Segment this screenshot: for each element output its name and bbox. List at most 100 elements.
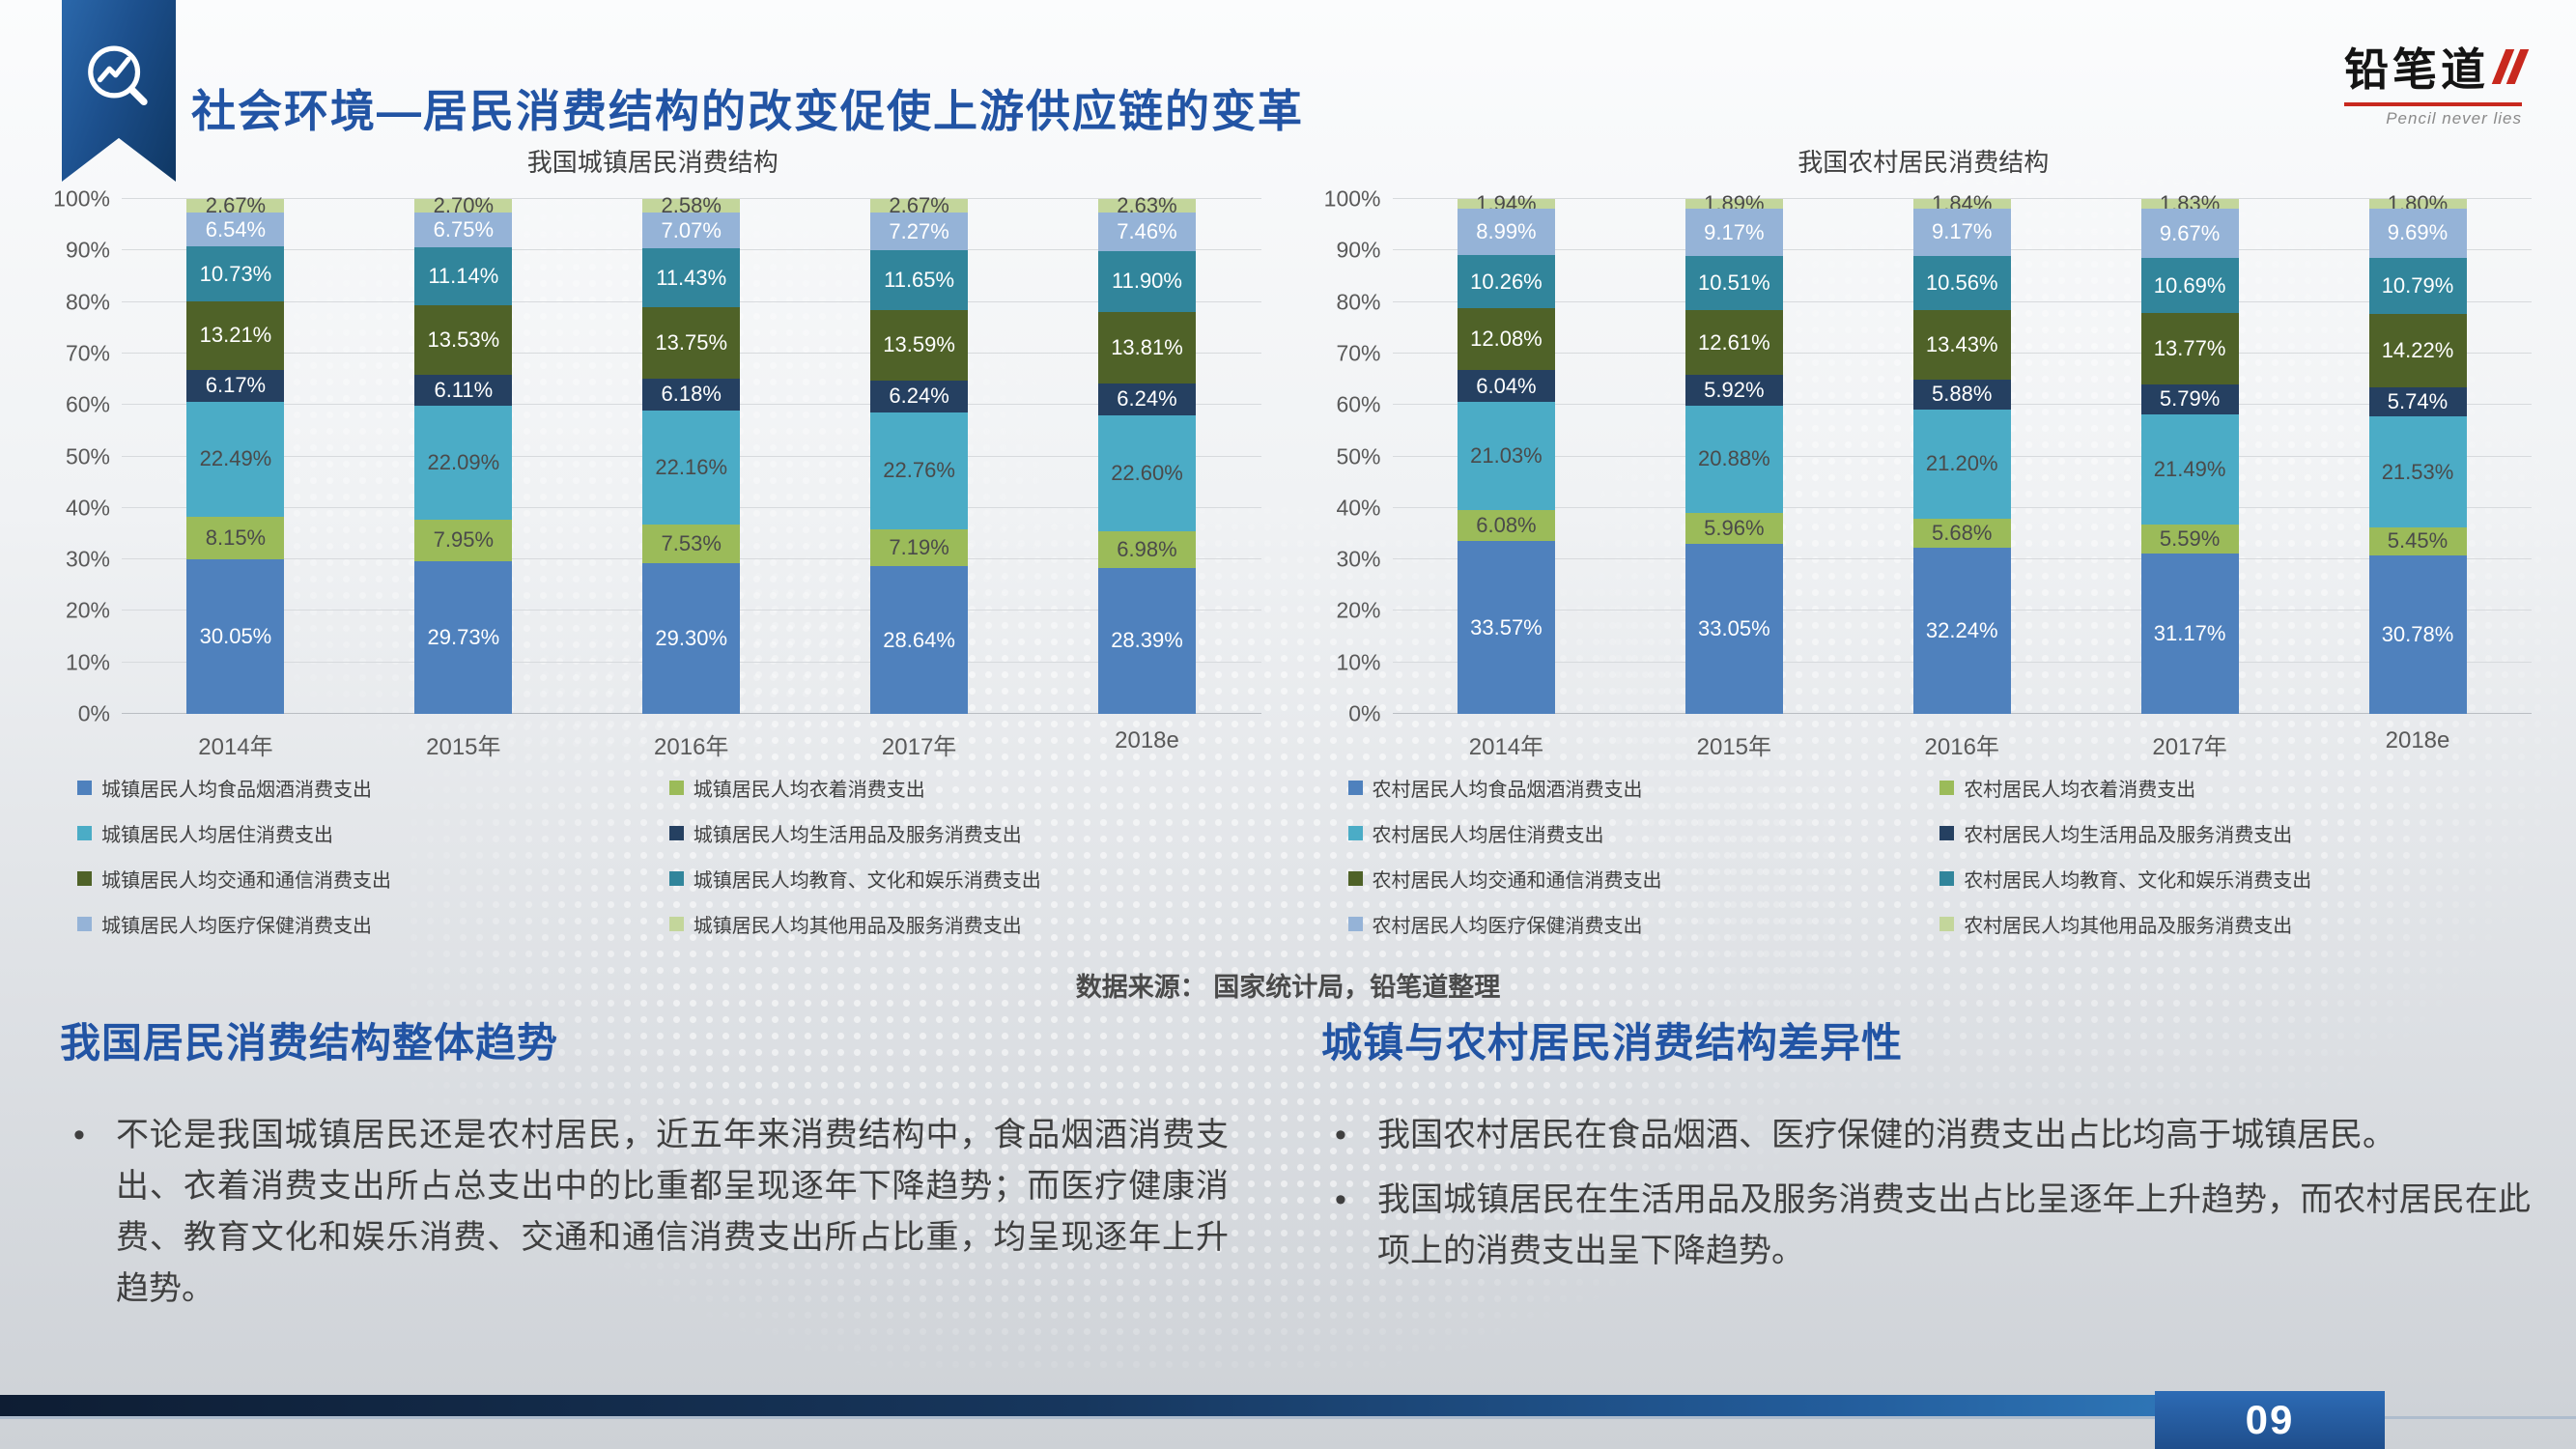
x-axis-label: 2016年: [654, 734, 729, 760]
page-number: 09: [2155, 1391, 2385, 1449]
bar-segment: 32.24%: [1912, 548, 2011, 714]
bar-segment: 28.64%: [870, 566, 969, 714]
section-heading: 我国居民消费结构整体趋势: [60, 1020, 559, 1065]
x-axis-label: 2015年: [426, 734, 501, 760]
legend-swatch: [77, 871, 92, 886]
bar-segment: 6.54%: [186, 213, 285, 247]
bar-segment: 6.24%: [1098, 383, 1196, 416]
legend-swatch: [668, 781, 684, 795]
plot: 30.05% 8.15% 22.49% 6.17% 13.21% 10.73% 6.54% 2…: [122, 194, 1261, 760]
legend-swatch: [1347, 781, 1363, 795]
bar-segment: 1.80%: [2368, 193, 2467, 213]
gridline: [1392, 198, 2532, 199]
legend-label: 城镇居民人均交通和通信消费支出: [101, 870, 391, 892]
y-tick-label: 30%: [1336, 546, 1381, 572]
bar-segment: 9.17%: [1912, 208, 2011, 256]
bar-column: 28.39% 6.98% 22.60% 6.24% 13.81% 11.90% 7.46% 2…: [1098, 195, 1196, 753]
legend-item: 农村居民人均食品烟酒消费支出: [1347, 774, 1933, 802]
y-tick-label: 0%: [1348, 700, 1381, 726]
y-tick-label: 80%: [65, 289, 110, 315]
legend-item: 城镇居民人均交通和通信消费支出: [77, 865, 662, 893]
bar-segment: 22.16%: [642, 410, 741, 525]
footer-underline: [0, 1416, 2576, 1419]
bar-segment: 6.18%: [642, 378, 741, 411]
legend-item: 农村居民人均居住消费支出: [1347, 819, 1933, 847]
bar-segment: 5.45%: [2368, 526, 2467, 555]
brand-stripes-icon: [2491, 49, 2530, 84]
legend-swatch: [77, 826, 92, 840]
bar-segment: 8.15%: [186, 517, 285, 559]
bullet-item: 我国城镇居民在生活用品及服务消费支出占比呈逐年上升趋势，而农村居民在此项上的消费…: [1321, 1175, 2531, 1277]
bar-segment: 2.63%: [1098, 195, 1196, 216]
bar-segment: 11.65%: [870, 249, 969, 311]
bar-segment: 10.51%: [1684, 256, 1783, 311]
bar-segment: 31.17%: [2140, 553, 2239, 714]
chart-rural-consumption: 我国农村居民消费结构 0% 10% 20% 30% 40% 50% 60% 70% 80% 90%…: [1316, 145, 2532, 938]
x-axis-label: 2017年: [881, 734, 957, 760]
y-axis: 0% 10% 20% 30% 40% 50% 60% 70% 80% 90% 100%: [44, 187, 122, 724]
bar-segment: 30.05%: [186, 558, 285, 714]
bar-segment: 12.61%: [1684, 310, 1783, 376]
section-overall-trend: 我国居民消费结构整体趋势 不论是我国城镇居民还是农村居民，近五年来消费结构中，食…: [60, 1010, 1229, 1328]
stacked-bar: 28.64% 7.19% 22.76% 6.24% 13.59% 11.65% 7.27% 2…: [870, 194, 969, 714]
bar-segment: 21.03%: [1457, 401, 1555, 510]
bar-segment: 2.67%: [870, 194, 969, 216]
bullet-list: 不论是我国城镇居民还是农村居民，近五年来消费结构中，食品烟酒消费支出、衣着消费支…: [60, 1110, 1229, 1315]
y-tick-label: 50%: [1336, 443, 1381, 469]
bar-segment: 9.67%: [2140, 208, 2239, 259]
stacked-bar: 31.17% 5.59% 21.49% 5.79% 13.77% 10.69% 9.67% 1…: [2140, 193, 2239, 714]
bar-segment: 7.95%: [414, 520, 513, 561]
legend-swatch: [668, 917, 684, 931]
legend-label: 农村居民人均医疗保健消费支出: [1372, 916, 1643, 937]
x-axis-label: 2015年: [1696, 734, 1772, 760]
y-tick-label: 30%: [65, 546, 110, 572]
bar-segment: 5.92%: [1684, 375, 1783, 406]
legend-swatch: [1347, 917, 1363, 931]
legend-item: 城镇居民人均教育、文化和娱乐消费支出: [668, 865, 1254, 893]
bar-segment: 13.81%: [1098, 312, 1196, 384]
bar-segment: 21.53%: [2368, 416, 2467, 527]
legend-label: 农村居民人均衣着消费支出: [1964, 780, 2196, 801]
bar-segment: 13.77%: [2140, 313, 2239, 384]
bar-segment: 22.76%: [870, 412, 969, 530]
y-tick-label: 40%: [65, 495, 110, 521]
bullet-item: 不论是我国城镇居民还是农村居民，近五年来消费结构中，食品烟酒消费支出、衣着消费支…: [60, 1110, 1229, 1315]
y-tick-label: 70%: [65, 340, 110, 366]
y-tick-label: 70%: [1336, 340, 1381, 366]
legend-label: 农村居民人均居住消费支出: [1372, 825, 1604, 846]
bar-column: 29.73% 7.95% 22.09% 6.11% 13.53% 11.14% 6.75% 2…: [414, 194, 513, 760]
bar-segment: 6.75%: [414, 213, 513, 248]
bar-segment: 10.56%: [1912, 255, 2011, 311]
y-tick-label: 80%: [1336, 289, 1381, 315]
bar-segment: 7.19%: [870, 529, 969, 567]
bar-column: 28.64% 7.19% 22.76% 6.24% 13.59% 11.65% 7.27% 2…: [870, 194, 969, 760]
legend-label: 农村居民人均食品烟酒消费支出: [1372, 780, 1643, 801]
bar-segment: 22.60%: [1098, 415, 1196, 532]
plot: 33.57% 6.08% 21.03% 6.04% 12.08% 10.26% 8.99% 1…: [1392, 192, 2532, 760]
bar-segment: 22.49%: [186, 401, 285, 518]
bar-segment: 28.39%: [1098, 567, 1196, 714]
y-tick-label: 90%: [65, 237, 110, 263]
bar-segment: 6.08%: [1457, 509, 1555, 542]
bar-segment: 29.73%: [414, 560, 513, 714]
stacked-bar: 33.05% 5.96% 20.88% 5.92% 12.61% 10.51% 9.17% 1…: [1684, 193, 1783, 714]
brand-logo-text: 铅笔道: [2344, 45, 2489, 95]
legend-label: 城镇居民人均居住消费支出: [101, 825, 333, 846]
bar-segment: 29.30%: [642, 562, 741, 714]
bar-segment: 12.08%: [1457, 308, 1555, 371]
bar-segment: 7.27%: [870, 213, 969, 250]
magnifier-chart-icon: [88, 45, 148, 106]
header-ribbon-badge: [62, 0, 176, 182]
bar-segment: 13.43%: [1912, 310, 2011, 380]
bar-segment: 7.53%: [642, 524, 741, 563]
legend-label: 农村居民人均生活用品及服务消费支出: [1964, 825, 2293, 846]
x-axis-label: 2016年: [1924, 734, 1999, 760]
legend-item: 城镇居民人均居住消费支出: [77, 819, 662, 847]
stacked-bar: 30.05% 8.15% 22.49% 6.17% 13.21% 10.73% 6.54% 2…: [186, 194, 285, 714]
legend-label: 城镇居民人均医疗保健消费支出: [101, 916, 372, 937]
bar-segment: 6.17%: [186, 369, 285, 402]
stacked-bar: 29.73% 7.95% 22.09% 6.11% 13.53% 11.14% 6.75% 2…: [414, 194, 513, 714]
page-title: 社会环境—居民消费结构的改变促使上游供应链的变革: [191, 85, 1304, 136]
bar-segment: 7.07%: [642, 212, 741, 249]
bar-segment: 10.73%: [186, 246, 285, 302]
